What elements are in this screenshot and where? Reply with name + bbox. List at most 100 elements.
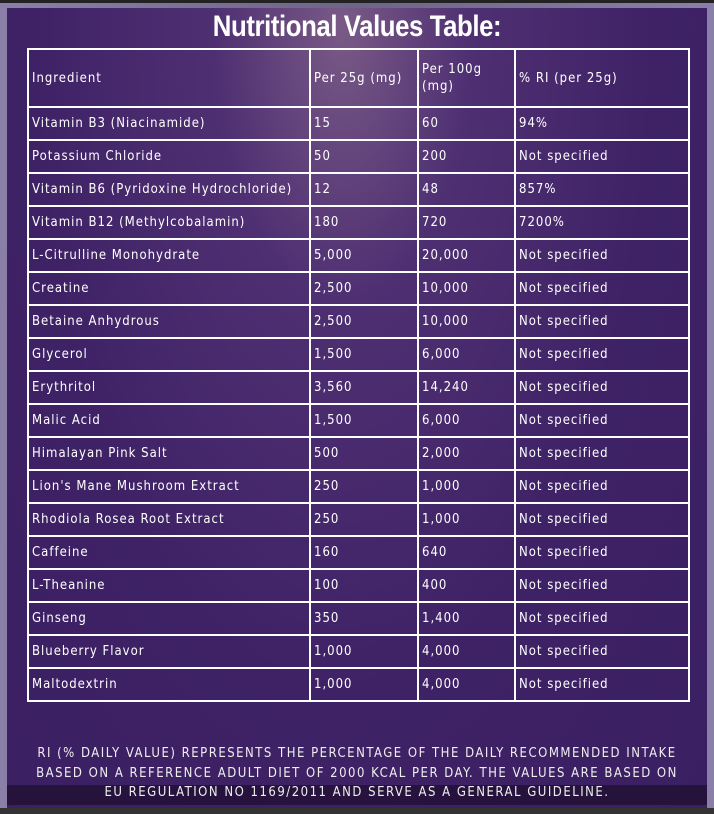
cell-per100: 10,000: [417, 271, 516, 306]
cell-per100: 400: [417, 568, 516, 603]
cell-ingredient: Betaine Anhydrous: [27, 304, 311, 339]
cell-per100: 10,000: [417, 304, 516, 339]
header-ri: % RI (per 25g): [514, 48, 690, 108]
table-row: Vitamin B12 (Methylcobalamin) 180 720 7200%: [27, 205, 690, 240]
cell-per25: 15: [309, 106, 419, 141]
cell-per25: 3,560: [309, 370, 419, 405]
cell-ingredient: Creatine: [27, 271, 311, 306]
cell-ri: Not specified: [514, 634, 690, 669]
cell-per100: 6,000: [417, 337, 516, 372]
cell-ri: 94%: [514, 106, 690, 141]
bottom-edge: [0, 808, 714, 814]
cell-ri: Not specified: [514, 469, 690, 504]
cell-ingredient: Potassium Chloride: [27, 139, 311, 174]
cell-ingredient: Malic Acid: [27, 403, 311, 438]
table-row: Creatine 2,500 10,000 Not specified: [27, 271, 690, 306]
cell-ri: Not specified: [514, 139, 690, 174]
cell-ri: Not specified: [514, 568, 690, 603]
cell-per25: 500: [309, 436, 419, 471]
cell-ri: Not specified: [514, 370, 690, 405]
cell-ingredient: Vitamin B12 (Methylcobalamin): [27, 205, 311, 240]
footnote-line: BASED ON A REFERENCE ADULT DIET OF 2000 …: [36, 765, 678, 781]
cell-ri: Not specified: [514, 238, 690, 273]
cell-ri: Not specified: [514, 601, 690, 636]
cell-per25: 1,000: [309, 667, 419, 702]
cell-ingredient: L-Citrulline Monohydrate: [27, 238, 311, 273]
cell-per100: 60: [417, 106, 516, 141]
table-row: Blueberry Flavor 1,000 4,000 Not specified: [27, 634, 690, 669]
table-row: Betaine Anhydrous 2,500 10,000 Not specifie…: [27, 304, 690, 339]
cell-ri: Not specified: [514, 535, 690, 570]
table-row: L-Theanine 100 400 Not specified: [27, 568, 690, 603]
cell-ri: Not specified: [514, 304, 690, 339]
cell-per25: 350: [309, 601, 419, 636]
cell-ri: Not specified: [514, 502, 690, 537]
cell-per100: 1,000: [417, 469, 516, 504]
cell-per100: 1,400: [417, 601, 516, 636]
table-row: Erythritol 3,560 14,240 Not specified: [27, 370, 690, 405]
table-row: Ginseng 350 1,400 Not specified: [27, 601, 690, 636]
cell-ri: Not specified: [514, 337, 690, 372]
cell-per100: 640: [417, 535, 516, 570]
cell-per100: 6,000: [417, 403, 516, 438]
cell-per100: 720: [417, 205, 516, 240]
cell-ingredient: Erythritol: [27, 370, 311, 405]
cell-per100: 1,000: [417, 502, 516, 537]
header-row: Ingredient Per 25g (mg) Per 100g (mg) % …: [27, 48, 690, 108]
cell-per25: 100: [309, 568, 419, 603]
cell-ingredient: L-Theanine: [27, 568, 311, 603]
cell-ingredient: Maltodextrin: [27, 667, 311, 702]
cell-per25: 2,500: [309, 304, 419, 339]
top-edge: [0, 0, 714, 3]
cell-ingredient: Lion's Mane Mushroom Extract: [27, 469, 311, 504]
cell-per25: 12: [309, 172, 419, 207]
cell-per25: 1,000: [309, 634, 419, 669]
table-row: Vitamin B6 (Pyridoxine Hydrochloride) 12 4…: [27, 172, 690, 207]
cell-ingredient: Vitamin B6 (Pyridoxine Hydrochloride): [27, 172, 311, 207]
table-row: Glycerol 1,500 6,000 Not specified: [27, 337, 690, 372]
nutrition-table: Ingredient Per 25g (mg) Per 100g (mg) % …: [27, 48, 690, 702]
cell-per25: 50: [309, 139, 419, 174]
cell-per25: 160: [309, 535, 419, 570]
cell-per100: 14,240: [417, 370, 516, 405]
table-row: Malic Acid 1,500 6,000 Not specified: [27, 403, 690, 438]
page-title: Nutritional Values Table:: [212, 10, 502, 43]
cell-per25: 5,000: [309, 238, 419, 273]
cell-ri: Not specified: [514, 403, 690, 438]
table-row: Lion's Mane Mushroom Extract 250 1,000 Not …: [27, 469, 690, 504]
table-row: L-Citrulline Monohydrate 5,000 20,000 Not s…: [27, 238, 690, 273]
cell-per25: 180: [309, 205, 419, 240]
table-row: Himalayan Pink Salt 500 2,000 Not specified: [27, 436, 690, 471]
cell-ri: 7200%: [514, 205, 690, 240]
caption-band: [7, 785, 707, 805]
cell-ingredient: Rhodiola Rosea Root Extract: [27, 502, 311, 537]
cell-per25: 2,500: [309, 271, 419, 306]
cell-ingredient: Caffeine: [27, 535, 311, 570]
footnote: RI (% DAILY VALUE) REPRESENTS THE PERCEN…: [0, 744, 714, 803]
cell-per25: 250: [309, 502, 419, 537]
cell-ri: 857%: [514, 172, 690, 207]
cell-per100: 48: [417, 172, 516, 207]
cell-ri: Not specified: [514, 271, 690, 306]
cell-per100: 2,000: [417, 436, 516, 471]
table-row: Maltodextrin 1,000 4,000 Not specified: [27, 667, 690, 702]
header-per25: Per 25g (mg): [309, 48, 419, 108]
cell-ri: Not specified: [514, 667, 690, 702]
cell-per25: 1,500: [309, 337, 419, 372]
cell-per100: 20,000: [417, 238, 516, 273]
table-row: Vitamin B3 (Niacinamide) 15 60 94%: [27, 106, 690, 141]
header-ingredient: Ingredient: [27, 48, 311, 108]
table-row: Potassium Chloride 50 200 Not specified: [27, 139, 690, 174]
footnote-line: EU REGULATION NO 1169/2011 AND SERVE AS …: [104, 785, 610, 800]
cell-ingredient: Ginseng: [27, 601, 311, 636]
cell-ingredient: Himalayan Pink Salt: [27, 436, 311, 471]
table-row: Rhodiola Rosea Root Extract 250 1,000 Not s…: [27, 502, 690, 537]
cell-ingredient: Glycerol: [27, 337, 311, 372]
cell-per25: 1,500: [309, 403, 419, 438]
table-row: Caffeine 160 640 Not specified: [27, 535, 690, 570]
footnote-line: RI (% DAILY VALUE) REPRESENTS THE PERCEN…: [37, 746, 677, 761]
header-per100: Per 100g (mg): [417, 48, 516, 108]
cell-ingredient: Blueberry Flavor: [27, 634, 311, 669]
cell-per25: 250: [309, 469, 419, 504]
cell-per100: 4,000: [417, 667, 516, 702]
